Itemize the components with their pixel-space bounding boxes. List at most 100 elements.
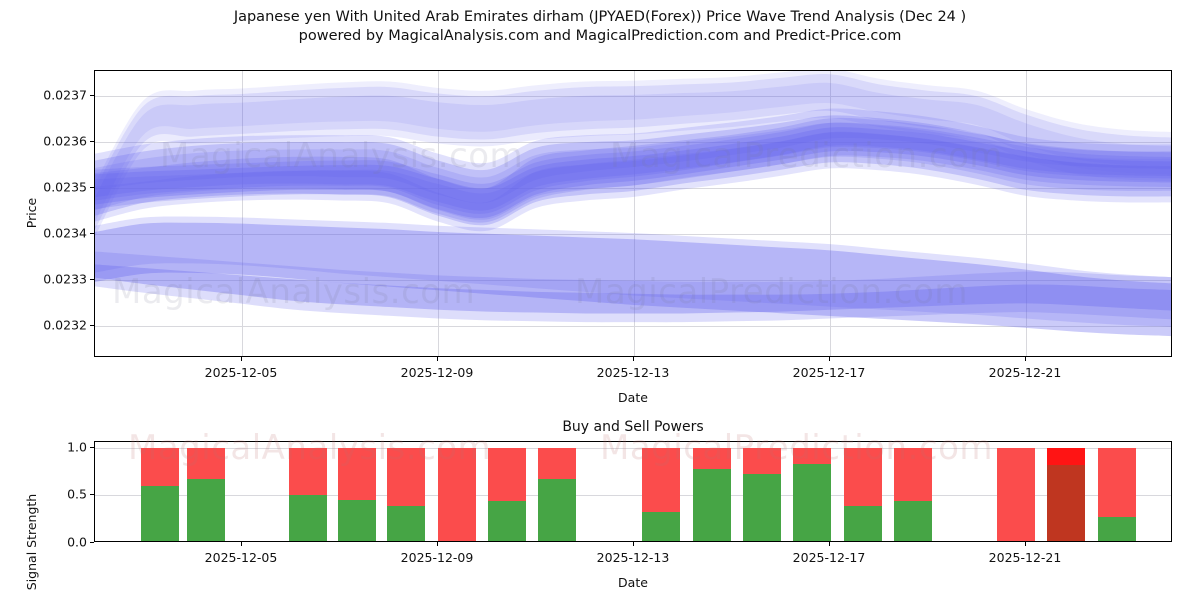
signal-bar[interactable] — [894, 448, 932, 541]
signal-bar[interactable] — [538, 448, 576, 541]
price-wave-bands — [95, 71, 1171, 356]
signal-x-tick-mark — [829, 542, 830, 546]
signal-bar[interactable] — [1098, 448, 1136, 541]
sell-power-segment — [438, 448, 476, 541]
price-x-tick-label: 2025-12-17 — [793, 365, 866, 380]
price-y-tick-mark — [90, 279, 94, 280]
buy-power-segment — [844, 506, 882, 541]
sell-power-segment — [187, 448, 225, 479]
buy-power-segment — [894, 501, 932, 541]
buy-power-segment — [387, 506, 425, 541]
signal-x-tick-label: 2025-12-13 — [597, 550, 670, 565]
buy-power-segment — [642, 512, 680, 541]
signal-y-tick-mark — [90, 542, 94, 543]
buy-power-segment — [289, 495, 327, 541]
sell-power-segment — [997, 448, 1035, 541]
price-y-tick-label: 0.0237 — [43, 88, 87, 103]
price-y-tick-mark — [90, 95, 94, 96]
signal-bar[interactable] — [642, 448, 680, 541]
buy-power-segment — [538, 479, 576, 541]
price-x-tick-mark — [829, 357, 830, 361]
signal-x-tick-mark — [241, 542, 242, 546]
signal-bar[interactable] — [1047, 448, 1085, 541]
signal-bar[interactable] — [743, 448, 781, 541]
signal-bar[interactable] — [338, 448, 376, 541]
sell-power-segment — [338, 448, 376, 500]
sell-power-segment — [743, 448, 781, 475]
signal-y-tick-label: 1.0 — [67, 439, 87, 454]
sell-power-segment — [387, 448, 425, 506]
signal-x-tick-label: 2025-12-05 — [205, 550, 278, 565]
price-y-tick-label: 0.0233 — [43, 271, 87, 286]
signal-x-axis-title: Date — [618, 575, 648, 590]
buy-power-segment — [338, 500, 376, 541]
signal-bar[interactable] — [844, 448, 882, 541]
price-x-tick-mark — [437, 357, 438, 361]
signal-y-tick-label: 0.5 — [67, 487, 87, 502]
sell-power-segment — [693, 448, 731, 469]
sell-power-segment — [289, 448, 327, 496]
figure-title: Japanese yen With United Arab Emirates d… — [0, 8, 1200, 46]
sell-power-segment — [642, 448, 680, 512]
price-x-tick-label: 2025-12-05 — [205, 365, 278, 380]
price-x-tick-label: 2025-12-09 — [401, 365, 474, 380]
price-x-axis-title: Date — [618, 390, 648, 405]
figure-title-line-2: powered by MagicalAnalysis.com and Magic… — [0, 27, 1200, 46]
sell-power-segment — [1098, 448, 1136, 518]
signal-bar[interactable] — [387, 448, 425, 541]
buy-power-segment — [1098, 517, 1136, 541]
sell-power-segment — [141, 448, 179, 486]
buy-power-segment — [488, 501, 526, 541]
signal-x-tick-mark — [633, 542, 634, 546]
price-x-tick-mark — [633, 357, 634, 361]
price-y-tick-label: 0.0236 — [43, 134, 87, 149]
buy-sell-chart — [94, 441, 1172, 542]
signal-bar[interactable] — [693, 448, 731, 541]
price-y-tick-mark — [90, 141, 94, 142]
price-y-tick-label: 0.0235 — [43, 180, 87, 195]
sell-power-segment-dark — [1047, 465, 1085, 541]
buy-power-segment — [141, 486, 179, 541]
price-y-axis-title: Price — [24, 198, 39, 229]
buy-power-segment — [187, 479, 225, 541]
price-x-tick-label: 2025-12-21 — [989, 365, 1062, 380]
signal-x-tick-label: 2025-12-21 — [989, 550, 1062, 565]
buy-sell-chart-title: Buy and Sell Powers — [94, 419, 1172, 435]
signal-y-tick-label: 0.0 — [67, 535, 87, 550]
price-y-tick-mark — [90, 187, 94, 188]
sell-power-segment — [488, 448, 526, 501]
signal-y-tick-mark — [90, 447, 94, 448]
figure-title-line-1: Japanese yen With United Arab Emirates d… — [234, 9, 966, 25]
price-y-tick-label: 0.0234 — [43, 226, 87, 241]
signal-y-tick-mark — [90, 494, 94, 495]
buy-power-segment — [793, 464, 831, 541]
signal-x-tick-mark — [1025, 542, 1026, 546]
signal-x-tick-mark — [437, 542, 438, 546]
price-y-tick-mark — [90, 325, 94, 326]
signal-bar[interactable] — [141, 448, 179, 541]
price-x-tick-label: 2025-12-13 — [597, 365, 670, 380]
price-y-tick-mark — [90, 233, 94, 234]
buy-power-segment — [743, 474, 781, 541]
buy-sell-plot-area — [95, 442, 1171, 541]
signal-bar[interactable] — [438, 448, 476, 541]
signal-bar[interactable] — [488, 448, 526, 541]
signal-bar[interactable] — [793, 448, 831, 541]
sell-power-segment-bright — [1047, 448, 1085, 465]
signal-bar[interactable] — [289, 448, 327, 541]
signal-bar[interactable] — [997, 448, 1035, 541]
sell-power-segment — [793, 448, 831, 464]
price-y-tick-label: 0.0232 — [43, 317, 87, 332]
figure-root: Japanese yen With United Arab Emirates d… — [0, 0, 1200, 600]
sell-power-segment — [844, 448, 882, 506]
signal-x-tick-label: 2025-12-09 — [401, 550, 474, 565]
price-wave-plot-area — [95, 71, 1171, 356]
signal-x-tick-label: 2025-12-17 — [793, 550, 866, 565]
signal-bar[interactable] — [187, 448, 225, 541]
price-x-tick-mark — [1025, 357, 1026, 361]
price-x-tick-mark — [241, 357, 242, 361]
sell-power-segment — [538, 448, 576, 479]
price-wave-chart — [94, 70, 1172, 357]
buy-power-segment — [693, 469, 731, 541]
signal-y-axis-title: Signal Strength — [24, 494, 39, 590]
